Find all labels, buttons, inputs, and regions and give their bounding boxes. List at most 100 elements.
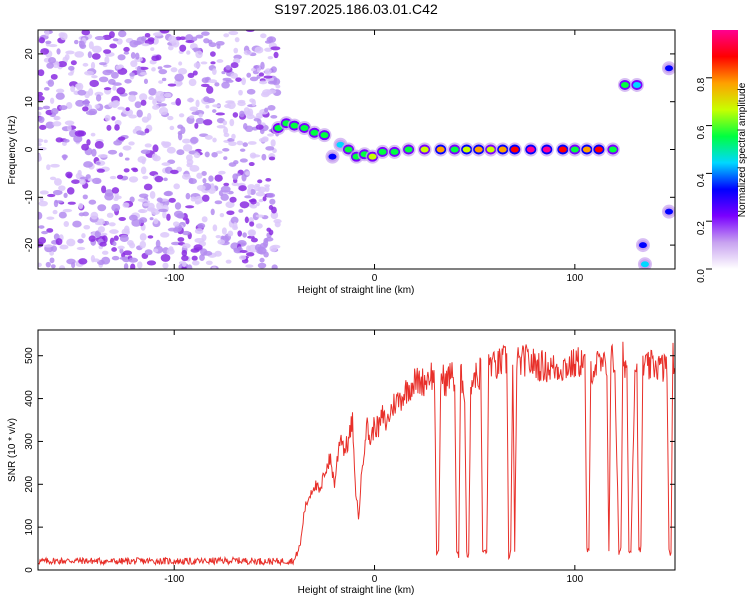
noise-speckle [106, 124, 112, 131]
noise-speckle [179, 36, 187, 41]
noise-speckle [55, 88, 65, 93]
noise-speckle [74, 130, 85, 137]
noise-speckle [139, 93, 148, 101]
noise-speckle [87, 51, 93, 59]
noise-speckle [66, 258, 76, 265]
noise-speckle [261, 153, 267, 161]
ridge-core [582, 146, 591, 153]
ridge-core [474, 146, 483, 153]
noise-speckle [75, 99, 85, 107]
noise-speckle [73, 39, 79, 45]
noise-speckle [233, 247, 239, 252]
noise-speckle [144, 143, 152, 148]
noise-speckle [97, 226, 106, 233]
noise-speckle [238, 208, 244, 213]
noise-speckle [111, 187, 120, 194]
noise-speckle [90, 211, 99, 220]
noise-speckle [137, 198, 147, 202]
noise-speckle [123, 46, 130, 52]
noise-speckle [163, 64, 172, 68]
snr-x-tick-label: 0 [372, 574, 378, 585]
noise-speckle [119, 247, 124, 254]
noise-speckle [167, 45, 174, 51]
noise-speckle [38, 142, 42, 147]
noise-speckle [242, 142, 248, 147]
noise-speckle [152, 98, 157, 106]
noise-speckle [59, 105, 68, 111]
noise-speckle [163, 177, 168, 182]
noise-speckle [203, 119, 213, 126]
colorbar-ticks: 0.0 0.2 0.4 0.6 0.8 [696, 77, 712, 283]
noise-speckle [197, 223, 206, 229]
noise-speckle [109, 175, 117, 180]
noise-speckle [142, 202, 151, 207]
noise-speckle [228, 141, 237, 147]
noise-speckle [104, 114, 111, 122]
noise-speckle [94, 35, 105, 41]
noise-speckle [142, 175, 149, 180]
noise-speckle [208, 42, 217, 48]
colorbar-tick-label: 0.6 [696, 125, 707, 139]
noise-speckle [195, 117, 205, 124]
noise-speckle [104, 56, 110, 65]
noise-speckle [266, 227, 272, 232]
noise-speckle [273, 51, 279, 59]
noise-speckle [211, 266, 217, 269]
noise-speckle [249, 204, 258, 209]
noise-speckle [107, 149, 118, 155]
noise-speckle [243, 50, 252, 56]
noise-speckle [230, 242, 240, 250]
noise-speckle [245, 30, 255, 33]
noise-speckle [160, 253, 171, 262]
noise-speckle [77, 89, 87, 96]
noise-speckle [210, 61, 216, 65]
noise-speckle [198, 113, 203, 118]
noise-speckle [228, 30, 239, 36]
noise-speckle [138, 217, 148, 224]
noise-speckle [130, 60, 138, 68]
noise-speckle [266, 89, 277, 94]
noise-speckle [40, 48, 50, 55]
noise-speckle [221, 227, 227, 235]
noise-speckle [270, 211, 279, 220]
noise-speckle [245, 264, 254, 268]
noise-speckle [83, 225, 91, 230]
noise-speckle [247, 184, 256, 190]
noise-speckle [254, 185, 262, 192]
noise-speckle [214, 174, 223, 182]
noise-speckle [96, 161, 101, 165]
noise-speckle [139, 66, 149, 71]
noise-speckle [232, 173, 239, 181]
noise-speckle [122, 250, 133, 256]
noise-speckle [46, 62, 54, 69]
noise-speckle [241, 77, 246, 86]
noise-speckle [212, 137, 217, 143]
noise-speckle [94, 140, 104, 149]
noise-speckle [225, 64, 231, 71]
noise-speckle [243, 122, 248, 130]
noise-speckle [38, 211, 43, 220]
noise-speckle [177, 68, 188, 75]
spectrogram-y-axis-label: Frequency (Hz) [7, 116, 18, 185]
ridge-core [436, 146, 445, 153]
noise-speckle [113, 100, 120, 107]
noise-speckle [101, 250, 109, 255]
noise-speckle [49, 176, 57, 181]
noise-speckle [43, 86, 50, 91]
noise-speckle [191, 255, 198, 261]
noise-speckle [164, 141, 172, 147]
noise-speckle [216, 125, 226, 129]
noise-speckle [263, 240, 269, 248]
noise-speckle [250, 154, 261, 158]
noise-speckle [117, 245, 125, 250]
noise-speckle [55, 92, 65, 100]
spectrogram-x-tick-label: 0 [372, 273, 378, 284]
noise-speckle [103, 49, 112, 54]
noise-speckle [223, 33, 230, 38]
noise-speckle [90, 132, 96, 137]
ridge-core [378, 148, 387, 155]
noise-speckle [235, 77, 242, 82]
noise-speckle [268, 204, 274, 210]
snr-y-tick-label: 200 [24, 476, 35, 493]
noise-speckle [81, 233, 86, 239]
